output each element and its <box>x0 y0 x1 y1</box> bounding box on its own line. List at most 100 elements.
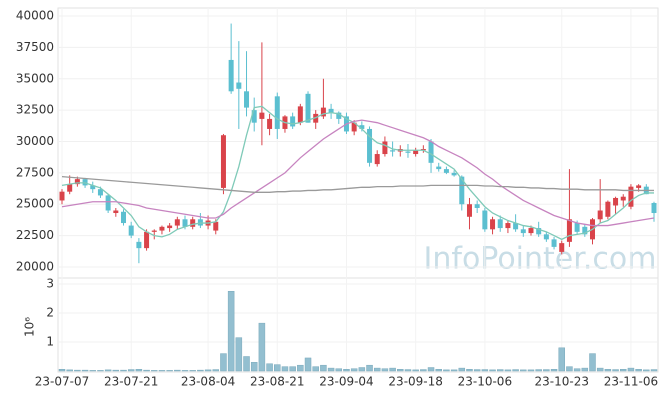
candle-body <box>374 154 380 165</box>
y-tick-label: 30000 <box>16 134 54 148</box>
candle-body <box>405 151 411 153</box>
candle-body <box>605 201 611 217</box>
y-tick-label: 25000 <box>16 197 54 211</box>
volume-bar <box>596 367 604 372</box>
candle-body <box>359 125 365 129</box>
volume-bar <box>550 369 558 372</box>
candle-body <box>382 141 388 155</box>
volume-bar <box>220 353 227 372</box>
volume-bar <box>358 367 366 372</box>
x-tick-label: 23-08-04 <box>181 375 235 389</box>
x-tick-label: 23-08-21 <box>250 375 304 389</box>
volume-bar <box>158 370 166 372</box>
candle-body <box>613 197 619 206</box>
volume-bar <box>481 369 489 372</box>
candle-body <box>220 135 226 188</box>
candle-body <box>290 116 296 127</box>
candle-body <box>413 150 419 155</box>
candle-body <box>244 91 250 108</box>
volume-bar <box>181 370 189 372</box>
x-tick-label: 23-09-18 <box>388 375 442 389</box>
volume-bar <box>327 367 335 372</box>
volume-bar <box>589 353 596 372</box>
x-tick-label: 23-07-07 <box>35 375 89 389</box>
candle-body <box>320 107 326 117</box>
volume-bar <box>297 364 304 372</box>
candle-body <box>236 82 242 89</box>
volume-bar <box>573 368 581 372</box>
candle-body <box>497 219 503 229</box>
y-tick-label: 40000 <box>16 9 54 23</box>
volume-bar <box>435 369 442 372</box>
volume-bar <box>166 370 173 372</box>
volume-bar <box>404 369 412 372</box>
x-tick-label: 23-10-23 <box>535 375 589 389</box>
volume-bar <box>335 368 343 372</box>
volume-bar <box>312 366 319 372</box>
candle-body <box>443 169 449 173</box>
volume-bar <box>243 356 250 372</box>
volume-bar <box>143 369 150 372</box>
volume-bar <box>612 369 619 372</box>
y-tick-label: 1 <box>46 335 54 349</box>
volume-bar <box>274 364 281 372</box>
candle-body <box>559 243 565 252</box>
volume-bar <box>66 369 73 372</box>
x-tick-label: 23-09-04 <box>319 375 373 389</box>
y-tick-label: 32500 <box>16 103 54 117</box>
candle-body <box>105 195 111 211</box>
moving-average <box>61 119 655 227</box>
watermark: InfoPointer.com <box>424 242 657 277</box>
volume-bar <box>527 369 535 372</box>
volume-bar <box>489 369 496 372</box>
candle-body <box>351 122 357 132</box>
volume-bar <box>250 362 258 372</box>
volume-bar <box>320 364 327 372</box>
volume-bar <box>650 369 658 372</box>
volume-bar <box>281 366 289 372</box>
candle-body <box>90 185 96 190</box>
volume-bar <box>174 369 181 372</box>
candle-body <box>451 172 457 176</box>
candle-body <box>259 112 265 119</box>
volume-bar <box>112 369 120 372</box>
volume-bar <box>427 367 435 372</box>
candle-body <box>136 241 142 249</box>
candle-body <box>390 150 396 152</box>
volume-bar <box>619 369 627 372</box>
volume-bar <box>104 369 112 372</box>
volume-bar <box>97 370 104 372</box>
candle-body <box>520 229 526 234</box>
volume-unit: 10⁶ <box>23 317 37 337</box>
candle-body <box>336 112 342 119</box>
candle-body <box>551 239 557 247</box>
candle-body <box>482 210 488 230</box>
candle-body <box>474 204 480 208</box>
candle-body <box>74 179 80 185</box>
candle-body <box>428 141 434 163</box>
volume-bar <box>512 369 519 372</box>
volume-bar <box>581 367 589 372</box>
volume-panel <box>57 277 659 373</box>
volume-bar <box>343 369 350 372</box>
candle-body <box>466 204 472 217</box>
y-tick-label: 3 <box>46 277 54 291</box>
volume-bar <box>504 369 512 372</box>
y-tick-label: 22500 <box>16 228 54 242</box>
moving-average <box>61 175 654 193</box>
moving-average <box>61 105 654 241</box>
candle-body <box>651 202 657 214</box>
volume-bar <box>496 369 504 372</box>
volume-bar <box>289 366 296 372</box>
volume-bar <box>350 368 358 372</box>
candle-body <box>251 110 257 123</box>
volume-bar <box>520 369 527 372</box>
volume-bar <box>458 367 466 372</box>
volume-bar <box>635 369 642 372</box>
volume-bar <box>466 369 473 372</box>
volume-bar <box>89 370 97 372</box>
volume-bar <box>443 369 450 372</box>
volume-bar <box>450 369 458 372</box>
volume-bar <box>473 369 481 372</box>
candle-body <box>182 219 188 227</box>
